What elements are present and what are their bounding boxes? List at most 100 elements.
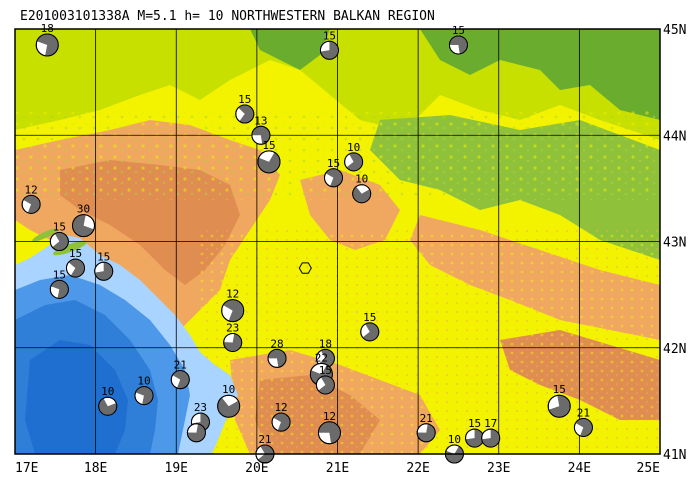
focal-mechanism-beachball: 15 bbox=[448, 24, 468, 55]
beachball-ring bbox=[217, 394, 241, 418]
event-depth-label: 15 bbox=[468, 417, 481, 430]
beachball-ring bbox=[257, 150, 281, 174]
beachball-compression-quadrant bbox=[353, 187, 371, 203]
speckle-2 bbox=[200, 230, 660, 454]
beachball-ring bbox=[134, 386, 154, 406]
focal-mechanism-beachball: 12 bbox=[317, 410, 341, 445]
event-depth-label: 12 bbox=[323, 410, 336, 423]
event-depth-label: 21 bbox=[420, 412, 433, 425]
focal-mechanism-beachball: 30 bbox=[72, 203, 96, 238]
map-title: E201003101338A M=5.1 h= 10 NORTHWESTERN … bbox=[20, 9, 435, 24]
map-frame bbox=[14, 28, 661, 455]
focal-mechanism-beachball: 18 bbox=[35, 22, 59, 57]
beachball-compression-quadrant bbox=[318, 376, 334, 394]
focal-mechanism-beachball: 15 bbox=[235, 93, 255, 124]
event-depth-label: 21 bbox=[258, 433, 271, 446]
beachball-compression-quadrant bbox=[258, 152, 280, 173]
beachball-ring bbox=[416, 423, 436, 443]
beachball-compression-quadrant bbox=[187, 424, 205, 442]
beachball-ring bbox=[21, 194, 41, 214]
beachball-compression-quadrant bbox=[23, 195, 40, 213]
focal-mechanism-beachball: 12 bbox=[21, 183, 41, 214]
focal-mechanism-beachball: 15 bbox=[319, 29, 339, 60]
beachball-compression-quadrant bbox=[252, 126, 270, 144]
beachball-ring bbox=[251, 125, 271, 145]
event-depth-label: 23 bbox=[226, 321, 239, 334]
beachball-compression-quadrant bbox=[99, 398, 117, 415]
beachball-compression-quadrant bbox=[268, 349, 286, 367]
longitude-tick-label: 21E bbox=[326, 461, 349, 476]
beachball-compression-quadrant bbox=[136, 387, 153, 405]
event-depth-label: 21 bbox=[577, 406, 590, 419]
event-depth-label: 12 bbox=[226, 288, 239, 301]
beachball-ring bbox=[267, 348, 287, 368]
beachball-compression-quadrant bbox=[51, 280, 68, 298]
focal-mechanism-beachball: 10 bbox=[98, 385, 118, 416]
beachball-ring bbox=[186, 423, 206, 443]
sea-deepest bbox=[25, 340, 128, 454]
focal-mechanism-beachball bbox=[186, 423, 206, 443]
beachball-ring bbox=[344, 152, 364, 172]
event-depth-label: 15 bbox=[327, 157, 340, 170]
longitude-tick-label: 22E bbox=[406, 461, 429, 476]
beachball-compression-quadrant bbox=[321, 41, 338, 59]
beachball-ring bbox=[98, 396, 118, 416]
focal-mechanism-beachball: 12 bbox=[221, 288, 245, 323]
event-depth-label: 15 bbox=[69, 247, 82, 260]
focal-mechanism-beachball: 15 bbox=[465, 417, 485, 448]
focal-mechanism-beachball: 15 bbox=[360, 311, 380, 342]
beachball-ring bbox=[360, 322, 380, 342]
beachball-ring bbox=[94, 261, 114, 281]
event-depth-label: 17 bbox=[484, 417, 497, 430]
beachball-compression-quadrant bbox=[466, 429, 484, 447]
beachball-compression-quadrant bbox=[363, 323, 379, 341]
beachball-ring bbox=[223, 332, 243, 352]
focal-mechanism-beachball: 15 bbox=[257, 139, 281, 174]
beachball-compression-quadrant bbox=[73, 215, 94, 237]
event-depth-label: 15 bbox=[53, 221, 66, 234]
beachball-compression-quadrant bbox=[238, 105, 254, 123]
event-depth-label: 15 bbox=[363, 311, 376, 324]
longitude-tick-label: 25E bbox=[637, 461, 660, 476]
beachball-compression-quadrant bbox=[549, 395, 570, 417]
event-depth-label: 10 bbox=[101, 385, 114, 398]
beachball-compression-quadrant bbox=[223, 300, 244, 322]
beachball-compression-quadrant bbox=[347, 153, 363, 171]
island bbox=[32, 228, 58, 242]
event-depth-label: 12 bbox=[274, 401, 287, 414]
latitude-tick-label: 43N bbox=[663, 236, 686, 251]
event-depth-label: 10 bbox=[347, 141, 360, 154]
focal-mechanism-beachball: 13 bbox=[251, 114, 271, 145]
longitude-tick-label: 18E bbox=[84, 461, 107, 476]
beachball-compression-quadrant bbox=[52, 232, 68, 250]
longitude-tick-label: 24E bbox=[568, 461, 591, 476]
focal-mechanism-beachball: 15 bbox=[547, 383, 571, 418]
event-depth-label: 15 bbox=[553, 383, 566, 396]
beachball-ring bbox=[323, 168, 343, 188]
beachball-ring bbox=[65, 258, 85, 278]
beachball-ring bbox=[170, 370, 190, 390]
focal-mechanism-beachball: 17 bbox=[481, 417, 501, 448]
longitude-labels: 17E 18E 19E 20E 21E 22E 23E 24E 25E bbox=[15, 461, 660, 476]
beachball-ring bbox=[547, 394, 571, 418]
beachball-compression-quadrant bbox=[318, 422, 340, 444]
latitude-tick-label: 45N bbox=[663, 23, 686, 38]
event-depth-label: 23 bbox=[194, 401, 207, 414]
event-depth-label: 22 bbox=[315, 351, 328, 364]
beachball-compression-quadrant bbox=[224, 334, 242, 351]
focal-mechanism-beachball: 10 bbox=[352, 173, 372, 204]
event-depth-label: 15 bbox=[452, 24, 465, 37]
event-depth-label: 15 bbox=[323, 29, 336, 42]
latitude-tick-label: 42N bbox=[663, 342, 686, 357]
beachball-ring bbox=[481, 428, 501, 448]
event-depth-label: 15 bbox=[319, 364, 332, 377]
beachball-ring bbox=[352, 184, 372, 204]
event-depth-label: 13 bbox=[254, 114, 267, 127]
event-depth-label: 30 bbox=[77, 203, 90, 216]
focal-mechanism-beachball: 15 bbox=[49, 221, 69, 251]
latitude-labels: 45N 44N 43N 42N 41N bbox=[663, 23, 686, 463]
danube-dark-green-2 bbox=[250, 29, 330, 70]
focal-mechanism-beachball: 21 bbox=[416, 412, 436, 443]
